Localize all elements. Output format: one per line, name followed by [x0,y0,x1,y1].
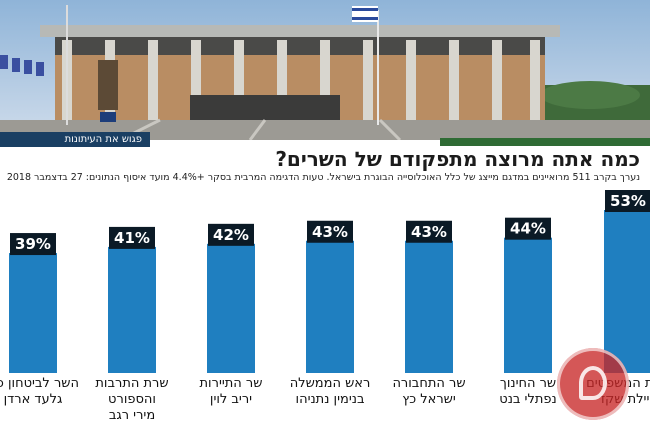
category-label-line: גלעד ארדן [3,392,63,407]
value-label-bg-1 [10,233,56,256]
chart-title: כמה אתה מרוצה מתפקודם של השרים? [275,147,640,171]
category-label-6: שר החינוך נפתלי בנט [482,376,574,408]
chart-subtitle: נערך בקרב 511 מרואיינים במדגם מייצג של כ… [6,172,640,183]
value-label-bg-4 [307,220,353,243]
value-label-bg-2 [109,226,155,249]
value-label-1: 39% [15,235,51,253]
value-label-bg-3 [208,223,254,246]
category-label-line: השר לביטחון פנים [0,376,79,391]
value-label-5: 43% [411,223,447,241]
value-label-bg-6 [505,217,551,240]
bar-7 [604,210,650,373]
category-label-line: שר התיירות [199,376,263,391]
category-label-5: שר התחבורה ישראל כץ [383,376,475,408]
value-label-6: 44% [510,220,546,238]
category-label-line: בנימין נתניהו [295,392,365,407]
bar-chart: 39% 41% 42% 43% 43% 44% 53% [9,190,650,373]
bar-6 [504,237,552,373]
value-label-3: 42% [213,226,249,244]
category-label-line: והספורט [108,392,156,407]
category-label-line: שר התחבורה [392,376,466,391]
value-label-7: 53% [610,192,646,210]
category-label-4: ראש הממשלה בנימין נתניהו [284,376,376,408]
knesset-photo [0,0,650,140]
bar-1 [9,253,57,373]
brand-strip: פגוש את העיתונות [0,132,150,147]
category-label-line: יריב לוין [209,392,253,407]
category-label-line: ישראל כץ [402,392,456,407]
category-label-1: השר לביטחון פניםגלעד ארדן [0,376,79,408]
category-label-line: שרת התרבות [95,376,169,391]
bar-2 [108,246,156,373]
category-label-line: ראש הממשלה [289,376,371,391]
category-label-3: שר התיירות יריב לוין [185,376,277,408]
value-label-2: 41% [114,229,150,247]
category-label-line: שר החינוך [499,376,557,391]
decorative-strip [440,138,650,146]
category-label-line: נפתלי בנט [499,392,557,407]
watermark-logo [557,348,629,420]
category-label-2: שרת התרבות והספורט מירי רגב [86,376,178,424]
bar-4 [306,240,354,373]
value-label-4: 43% [312,223,348,241]
bar-3 [207,243,255,373]
value-label-bg-7 [605,190,650,212]
value-label-bg-5 [406,220,452,243]
category-label-line: מירי רגב [108,408,156,423]
bar-5 [405,240,453,373]
